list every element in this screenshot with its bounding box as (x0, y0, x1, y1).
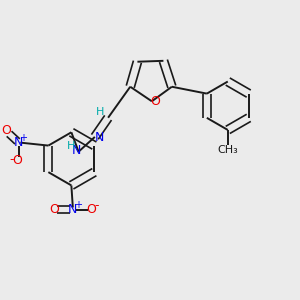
Text: O: O (86, 203, 96, 216)
Text: N: N (95, 131, 104, 144)
Text: +: + (74, 200, 82, 210)
Text: H: H (67, 141, 76, 152)
Text: -: - (9, 153, 14, 166)
Text: O: O (12, 154, 22, 167)
Text: CH₃: CH₃ (218, 145, 238, 155)
Text: +: + (19, 134, 27, 143)
Text: H: H (96, 107, 104, 117)
Text: O: O (49, 203, 59, 216)
Text: N: N (13, 136, 22, 148)
Text: O: O (1, 124, 11, 137)
Text: N: N (68, 202, 77, 215)
Text: N: N (72, 144, 82, 157)
Text: O: O (150, 95, 160, 108)
Text: -: - (94, 199, 99, 212)
